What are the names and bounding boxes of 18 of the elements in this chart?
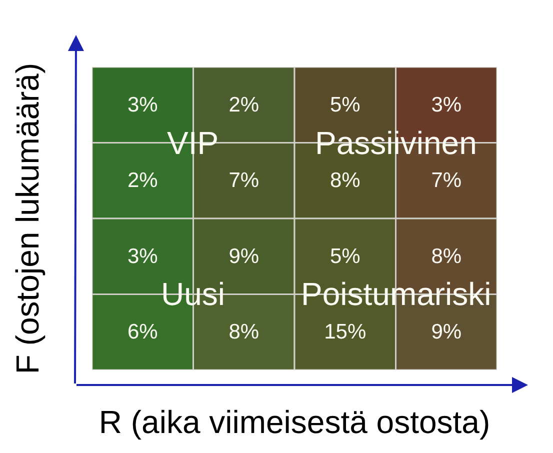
data-label: 2% [228,93,260,116]
data-label: 5% [330,93,360,116]
data-label: 3% [127,244,158,268]
data-label: 3% [127,93,158,116]
data-label: 6% [127,320,158,344]
data-label: 7% [431,169,462,192]
data-label: 8% [431,244,462,268]
data-label: 5% [330,244,360,268]
data-label: 7% [228,169,260,192]
data-label: 15% [324,320,366,344]
data-label: 8% [228,320,260,344]
data-label: 9% [228,244,260,268]
x-axis-title: R (aika viimeisestä ostosta) [98,404,490,440]
data-label: 3% [431,93,462,116]
y-axis-title: F (ostojen lukumäärä) [9,62,46,374]
data-label: 9% [431,320,462,344]
data-label: 8% [330,169,360,192]
data-label: 2% [127,169,158,192]
